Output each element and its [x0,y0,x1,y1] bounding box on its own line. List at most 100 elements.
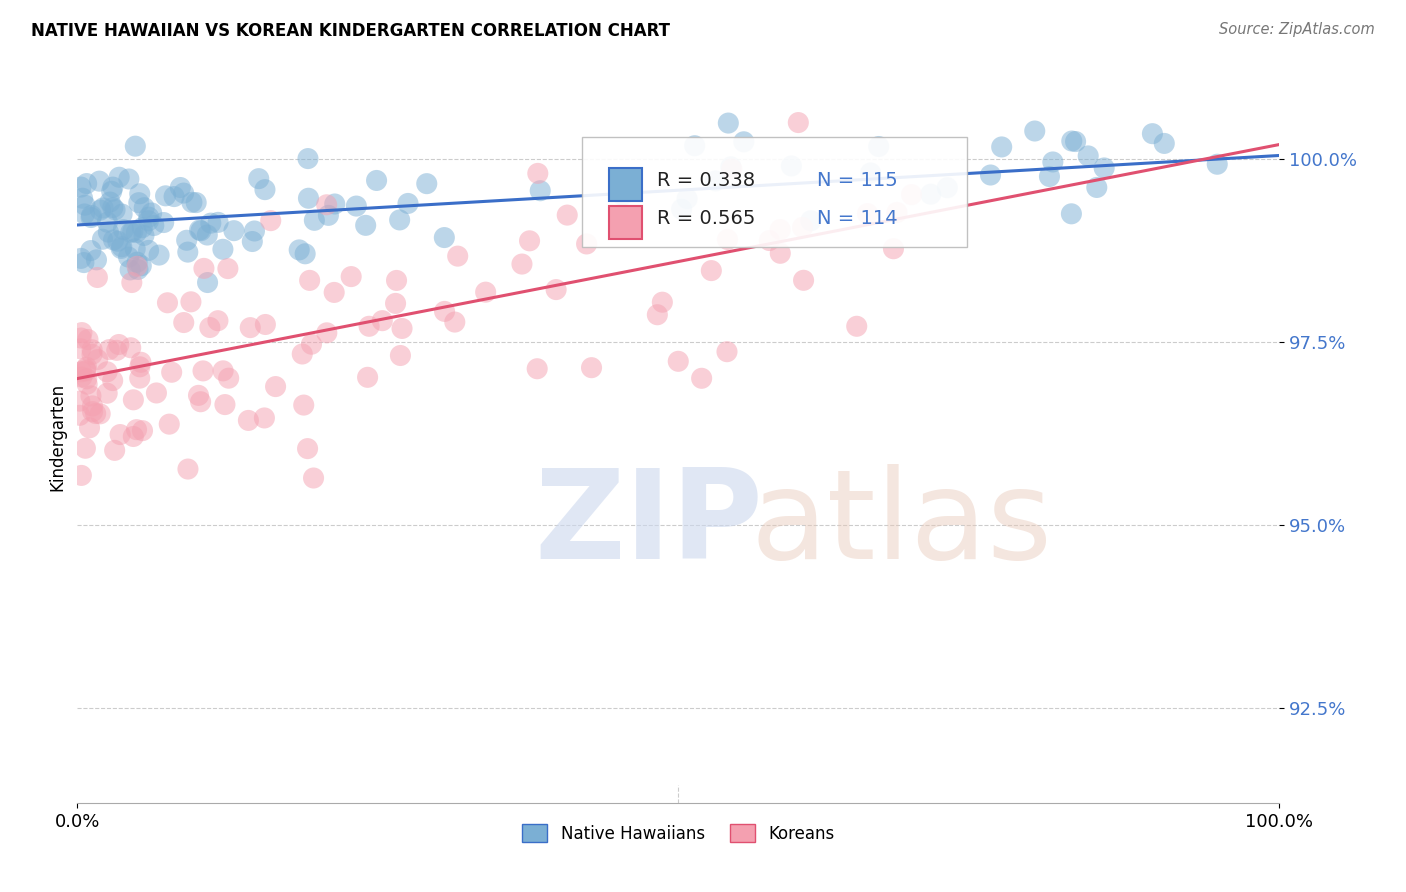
Point [297,152,319,166]
Point [1077,149,1099,163]
Point [526,361,548,376]
Point [70,365,93,379]
Point [89,407,111,421]
Point [82,399,104,413]
Point [214,398,236,412]
Point [264,379,287,393]
Point [769,246,792,260]
Point [683,138,706,153]
Point [344,199,367,213]
Point [191,364,214,378]
Point [1085,180,1108,194]
Point [340,269,363,284]
Point [1060,207,1083,221]
Point [990,140,1012,154]
Bar [609,168,643,201]
Point [733,135,755,149]
Text: R = 0.565: R = 0.565 [657,210,755,228]
Point [117,250,139,264]
Point [70,370,93,384]
Point [138,210,160,224]
Point [217,261,239,276]
Point [69,409,91,423]
Point [72,191,94,205]
Point [86,352,108,367]
Point [297,191,319,205]
Point [97,225,120,239]
Point [1060,134,1083,148]
Point [356,370,378,384]
Point [125,423,148,437]
Point [190,224,212,238]
Point [156,295,179,310]
Point [666,354,689,368]
Point [366,173,388,187]
Point [148,248,170,262]
Point [447,249,470,263]
Point [70,326,93,340]
Point [122,429,145,443]
Point [388,213,411,227]
Point [155,189,177,203]
Point [108,170,131,185]
Point [260,213,283,227]
Point [120,341,142,355]
Point [173,316,195,330]
Point [527,166,550,180]
Point [110,242,132,256]
Point [474,285,496,300]
Point [177,245,200,260]
Point [758,234,780,248]
Point [157,417,180,431]
Point [180,195,202,210]
Point [651,295,673,310]
Point [793,273,815,287]
Point [75,362,97,376]
Point [1024,124,1046,138]
Point [69,394,91,409]
Point [80,244,103,258]
Point [253,183,276,197]
Point [131,220,153,235]
Point [70,331,93,345]
Point [302,471,325,485]
Point [103,233,125,247]
Point [291,347,314,361]
Point [253,411,276,425]
Y-axis label: Kindergarten: Kindergarten [48,383,66,491]
Point [385,273,408,287]
Point [1153,136,1175,151]
Point [240,235,263,249]
Point [82,343,104,357]
Point [288,243,311,257]
Point [197,276,219,290]
Point [75,442,97,456]
Point [792,220,814,235]
Point [800,213,823,227]
Point [389,349,412,363]
Point [301,337,323,351]
Point [79,421,101,435]
Point [127,255,149,269]
Point [124,139,146,153]
Point [193,261,215,276]
Text: Source: ZipAtlas.com: Source: ZipAtlas.com [1219,22,1375,37]
Point [108,427,131,442]
Text: atlas: atlas [751,465,1053,585]
Point [188,223,211,237]
Point [882,242,904,256]
Point [152,215,174,229]
Point [128,359,150,374]
Point [200,216,222,230]
Point [160,365,183,379]
Point [1142,127,1164,141]
Point [89,174,111,188]
Point [900,187,922,202]
Point [323,197,346,211]
Point [676,192,699,206]
Point [138,244,160,258]
Point [433,230,456,244]
Point [555,208,578,222]
Point [433,304,456,318]
Point [80,389,103,403]
